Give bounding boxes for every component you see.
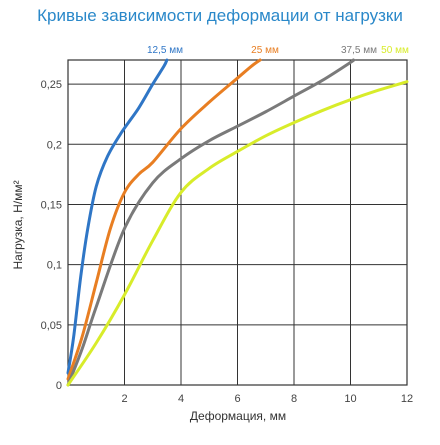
- x-tick-label: 10: [344, 393, 356, 405]
- grid: [68, 60, 407, 385]
- axes: 2 4 6 8 10 12 0 0,05 0,1 0,15 0,2 0,25: [41, 59, 413, 405]
- legend-label: 25 мм: [251, 45, 279, 56]
- plot-frame: [67, 59, 408, 386]
- legend-label: 37,5 мм: [341, 45, 377, 56]
- x-tick-label: 6: [234, 393, 240, 405]
- y-tick-label: 0,25: [41, 79, 62, 91]
- series-line: [66, 58, 356, 387]
- x-tick-label: 12: [401, 393, 413, 405]
- series-lines: [66, 58, 409, 387]
- x-tick-label: 8: [291, 393, 297, 405]
- legend-label: 12,5 мм: [147, 45, 183, 56]
- chart-title: Кривые зависимости деформации от нагрузк…: [37, 6, 403, 25]
- y-tick-label: 0,15: [41, 199, 62, 211]
- y-tick-label: 0: [56, 380, 62, 392]
- series-line: [66, 58, 262, 381]
- y-axis-label: Нагрузка, Н/мм²: [11, 180, 25, 269]
- series-line: [66, 58, 169, 375]
- series-line: [66, 80, 409, 387]
- legend: 12,5 мм 25 мм 37,5 мм 50 мм: [147, 45, 409, 56]
- y-tick-label: 0,05: [41, 320, 62, 332]
- y-tick-label: 0,1: [47, 260, 62, 272]
- x-tick-label: 4: [178, 393, 184, 405]
- x-axis-label: Деформация, мм: [190, 409, 286, 423]
- x-tick-label: 2: [121, 393, 127, 405]
- y-tick-label: 0,2: [47, 139, 62, 151]
- legend-label: 50 мм: [381, 45, 409, 56]
